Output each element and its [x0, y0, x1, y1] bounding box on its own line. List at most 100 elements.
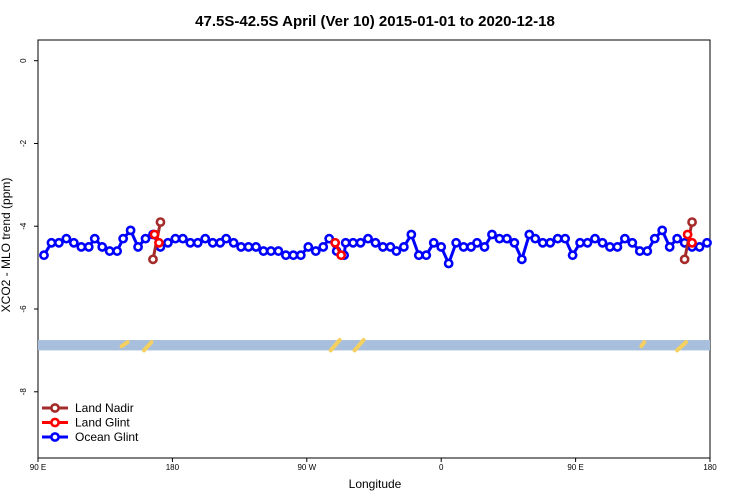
series-layer	[39, 217, 712, 269]
series-2-point-0-25	[221, 233, 232, 244]
series-2-point-0-26	[228, 237, 239, 248]
series-2-point-0-51	[406, 229, 417, 240]
series-2-point-0-28	[243, 242, 254, 252]
series-2-point-0-44	[355, 237, 366, 248]
series-2-point-0-29	[251, 242, 261, 252]
series-2-point-0-45	[363, 233, 373, 244]
ocean-band	[38, 340, 710, 351]
series-2-point-0-34	[288, 250, 299, 261]
series-2-point-0-1	[46, 237, 57, 248]
series-2-point-0-68	[530, 233, 541, 244]
series-2-point-0-20	[185, 237, 196, 248]
y-tick-label-1: -2	[19, 139, 28, 147]
series-2-point-0-33	[280, 250, 291, 261]
series-2-point-0-91	[702, 237, 712, 248]
chart-title: 47.5S-42.5S April (Ver 10) 2015-01-01 to…	[195, 13, 555, 30]
series-2-point-0-82	[634, 246, 645, 256]
series-2-point-0-10	[112, 246, 123, 256]
series-1-point-2-1	[687, 237, 697, 248]
series-2-point-0-6	[83, 242, 94, 252]
series-2-point-0-14	[140, 233, 151, 244]
legend-marker-1	[50, 417, 60, 428]
series-2-point-0-9	[104, 246, 115, 256]
series-1-point-0-0	[149, 229, 160, 240]
series-2-point-0-74	[575, 237, 585, 248]
series-2-point-0-8	[97, 242, 108, 252]
series-2-point-0-47	[378, 242, 388, 252]
series-2-point-0-5	[76, 242, 87, 252]
series-2-point-0-69	[537, 237, 548, 248]
series-2-point-0-38	[318, 242, 329, 252]
x-tick-label-5: 180	[703, 463, 717, 472]
x-tick-label-4: 90 E	[567, 463, 583, 472]
legend-label-0: Land Nadir	[75, 401, 134, 415]
series-2-point-0-18	[170, 233, 181, 244]
series-1-point-1-1	[336, 250, 347, 261]
series-2-point-0-23	[207, 237, 218, 248]
series-2-point-0-87	[672, 233, 683, 244]
series-2-point-0-4	[68, 237, 79, 248]
x-axis-label: Longitude	[349, 477, 402, 491]
series-0-point-1-1	[687, 217, 697, 227]
series-2-point-0-66	[516, 254, 527, 265]
series-0-point-0-1	[155, 217, 166, 227]
series-2-point-0-61	[479, 242, 490, 252]
series-2-point-0-53	[421, 250, 432, 261]
series-2-point-0-73	[567, 250, 578, 261]
y-tick-label-4: -8	[19, 388, 28, 396]
series-2-point-0-79	[612, 242, 623, 252]
series-2-point-0-71	[552, 233, 563, 244]
y-axis-label: XCO2 - MLO trend (ppm)	[0, 178, 13, 313]
series-2-point-0-54	[428, 237, 439, 248]
x-axis: 90 E 180 90 W 0 90 E 180	[30, 458, 717, 472]
series-2-point-0-2	[54, 237, 64, 248]
data-band	[38, 338, 710, 353]
series-2-point-0-42	[340, 237, 351, 248]
series-2-point-0-72	[560, 233, 571, 244]
series-2-point-0-65	[509, 237, 520, 248]
x-tick-label-1: 180	[166, 463, 180, 472]
series-2-point-0-11	[118, 233, 129, 244]
series-2-point-0-63	[494, 233, 505, 244]
series-2-point-0-55	[436, 242, 447, 252]
band-land-mark-5	[675, 340, 689, 353]
series-2-point-0-70	[545, 237, 556, 248]
series-2-point-0-19	[177, 233, 188, 244]
series-2-point-0-78	[605, 242, 615, 252]
series-2-point-0-57	[451, 237, 462, 248]
series-2-point-0-80	[619, 233, 630, 244]
series-2-point-0-85	[657, 225, 668, 236]
series-2-point-0-43	[348, 237, 358, 248]
band-land-mark-4	[639, 340, 647, 349]
y-tick-label-0: 0	[19, 58, 28, 63]
series-2-point-0-83	[642, 246, 653, 256]
legend-marker-0	[50, 403, 60, 413]
series-2-point-0-0	[39, 250, 49, 261]
series-2-point-0-35	[295, 250, 306, 261]
series-2-point-0-77	[597, 237, 608, 248]
series-2-point-0-21	[192, 237, 203, 248]
band-land-mark-2	[328, 338, 342, 353]
series-2-point-0-49	[391, 246, 402, 256]
series-2-point-0-86	[664, 242, 675, 252]
series-2-point-0-52	[413, 250, 424, 261]
series-1-point-2-0	[682, 229, 693, 240]
y-tick-label-2: -4	[19, 222, 28, 230]
series-2-point-0-27	[236, 242, 246, 252]
series-2-point-0-64	[502, 233, 512, 244]
series-2	[39, 225, 712, 269]
series-0-point-0-0	[148, 254, 158, 265]
y-axis: 0 -2 -4 -6 -8	[19, 58, 38, 395]
series-2-point-0-60	[472, 237, 482, 248]
series-2-point-0-56	[443, 258, 454, 269]
series-2-point-0-30	[258, 246, 269, 256]
series-2-point-0-84	[649, 233, 660, 244]
legend-label-1: Land Glint	[75, 416, 130, 430]
series-2-point-0-13	[133, 242, 143, 252]
band-land-mark-0	[119, 340, 130, 349]
band-land-mark-1	[142, 340, 154, 353]
series-2-point-0-7	[89, 233, 100, 244]
plot-frame	[37, 39, 711, 459]
